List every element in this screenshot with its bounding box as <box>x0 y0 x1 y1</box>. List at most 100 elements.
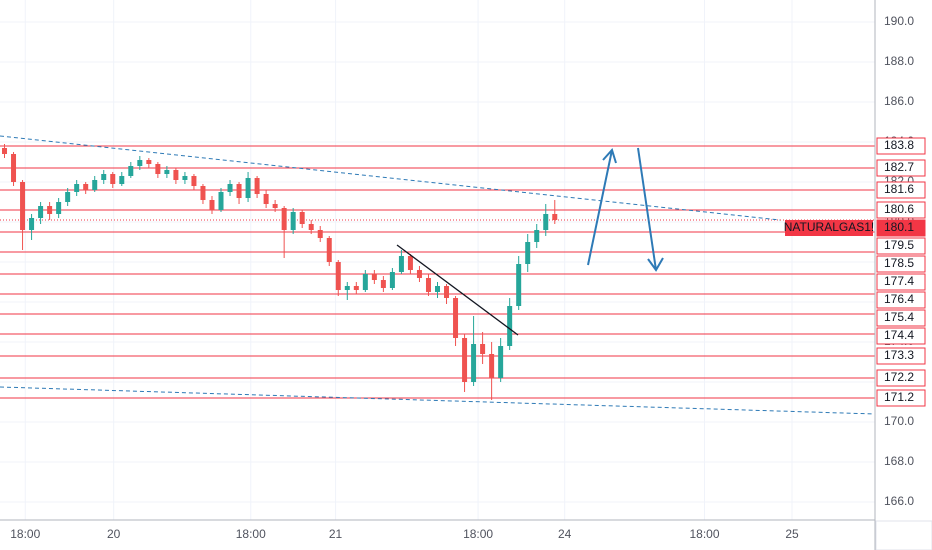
price-label-box <box>876 291 926 309</box>
candle-body <box>254 178 260 194</box>
candle-body <box>516 264 522 306</box>
candle-body <box>218 192 224 210</box>
candle-body <box>146 160 152 164</box>
candle-body <box>56 202 62 214</box>
x-tick-label: 21 <box>329 527 343 541</box>
candle-body <box>453 298 459 338</box>
candle-body <box>543 214 549 230</box>
candle-body <box>471 344 477 382</box>
price-labels: 183.8 182.7 181.6 180.6 180.1 NATURALGAS1! 179… <box>784 137 926 407</box>
price-label: 178.5 <box>884 256 914 270</box>
candle-body <box>290 212 296 230</box>
candle-body <box>435 286 440 292</box>
price-label: 180.6 <box>884 202 914 216</box>
price-label: 175.4 <box>884 310 914 324</box>
candle-body <box>164 170 170 174</box>
price-label-box <box>876 389 926 407</box>
y-tick-label: 190.0 <box>884 14 914 28</box>
price-label-box <box>876 159 926 177</box>
levels <box>0 145 875 399</box>
trend-line-lower <box>0 386 876 415</box>
price-label: 173.3 <box>884 348 914 362</box>
candle-body <box>101 174 107 180</box>
candle-body <box>137 160 143 166</box>
x-tick-label: 18:00 <box>10 527 40 541</box>
candle-body <box>317 230 323 238</box>
candle-body <box>326 238 332 262</box>
candle-body <box>552 214 558 220</box>
candle-body <box>281 208 287 230</box>
x-tick-label: 20 <box>107 527 121 541</box>
trend-line <box>396 244 519 336</box>
candle-body <box>20 182 26 230</box>
price-label: 182.7 <box>884 160 914 174</box>
grid <box>0 0 875 520</box>
price-label: 183.8 <box>884 138 914 152</box>
candle-body <box>371 274 377 280</box>
price-label-box <box>876 309 926 327</box>
y-tick-label: 168.0 <box>884 454 914 468</box>
arrow-down <box>637 147 664 272</box>
candle-body <box>173 170 179 180</box>
symbol-label-box <box>785 220 873 236</box>
candle-body <box>407 256 413 270</box>
symbol-label: NATURALGAS1! <box>784 220 874 234</box>
candle-body <box>29 218 35 230</box>
candle-body <box>263 194 269 204</box>
candle-body <box>2 148 8 154</box>
candle-body <box>128 166 134 176</box>
price-label: 180.1 <box>884 220 914 234</box>
price-label-box <box>876 201 926 219</box>
price-label: 181.6 <box>884 182 914 196</box>
y-tick-label: 186.0 <box>884 94 914 108</box>
candle-body <box>344 286 350 290</box>
x-tick-label: 18:00 <box>236 527 266 541</box>
candle-body <box>398 256 404 272</box>
x-tick-label: 18:00 <box>463 527 493 541</box>
candle-body <box>47 206 53 214</box>
price-label: 179.5 <box>884 238 914 252</box>
candle-body <box>353 286 359 290</box>
arrows <box>587 147 664 272</box>
candle-body <box>209 200 215 210</box>
x-tick-label: 25 <box>785 527 799 541</box>
price-label-box <box>876 219 926 237</box>
candle-body <box>11 154 17 182</box>
price-label-box <box>876 255 926 273</box>
candle-body <box>191 176 197 186</box>
price-label-box <box>876 137 926 155</box>
price-label: 177.4 <box>884 274 914 288</box>
price-label-box <box>876 181 926 199</box>
y-tick-label: 166.0 <box>884 494 914 508</box>
price-label-box <box>876 237 926 255</box>
price-label: 174.4 <box>884 328 914 342</box>
candle-body <box>308 224 314 230</box>
price-label: 171.2 <box>884 390 914 404</box>
price-label: 176.4 <box>884 292 914 306</box>
candle-body <box>119 176 125 184</box>
candle-body <box>227 184 233 192</box>
candle-body <box>74 184 80 192</box>
candle-body <box>92 180 98 190</box>
candle-body <box>489 354 495 378</box>
candle-body <box>534 230 540 242</box>
candle-body <box>507 306 513 346</box>
price-label-box <box>876 347 926 365</box>
corner <box>875 520 932 550</box>
candle-body <box>83 184 89 190</box>
candle-body <box>462 338 468 382</box>
candle-body <box>272 204 278 208</box>
candle-body <box>525 242 531 264</box>
y-tick-label: 188.0 <box>884 54 914 68</box>
candle-body <box>182 176 188 180</box>
candle-body <box>425 278 431 292</box>
candle-body <box>389 272 395 288</box>
candle-body <box>444 286 450 298</box>
candle-body <box>480 344 486 354</box>
candle-body <box>38 206 44 218</box>
candle-body <box>236 184 242 198</box>
arrow-up <box>587 148 617 266</box>
price-label-box <box>876 273 926 291</box>
